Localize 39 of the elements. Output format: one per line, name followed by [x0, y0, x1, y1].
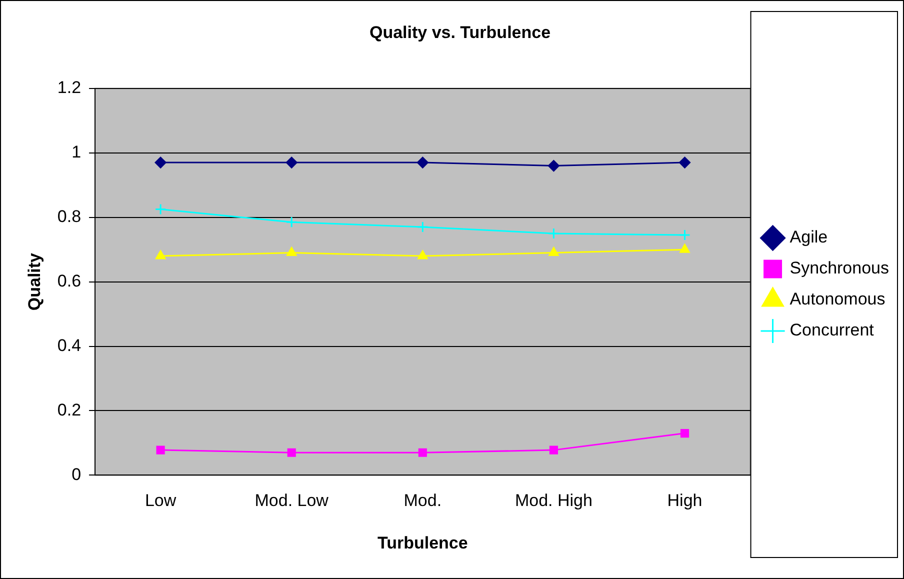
x-tick-label: Mod. Low	[254, 491, 330, 510]
x-tick-label: Mod.	[404, 491, 442, 510]
legend-label: Concurrent	[790, 320, 874, 340]
point	[418, 250, 428, 260]
point	[680, 429, 690, 438]
point	[156, 446, 165, 454]
y-tick-label: 0.6	[57, 271, 82, 290]
chart-title: Quality vs. Turbulence	[369, 22, 551, 42]
legend-label: Agile	[790, 228, 828, 247]
point	[286, 216, 298, 228]
y-tick-label: 1.2	[57, 78, 82, 98]
x-axis-title: Turbulence	[377, 533, 468, 552]
y-tick-label: 0.4	[57, 336, 82, 355]
point	[680, 244, 690, 253]
point	[286, 156, 298, 168]
point	[548, 160, 560, 172]
point	[154, 204, 166, 216]
y-axis-title: Quality	[24, 252, 44, 311]
legend-label: Autonomous	[790, 290, 886, 309]
point	[155, 250, 166, 260]
y-tick-label: 0	[72, 464, 82, 484]
x-tick-label: High	[667, 491, 702, 510]
y-tick-label: 0.8	[57, 207, 82, 226]
point	[548, 247, 559, 256]
x-tick-label: Mod. High	[514, 491, 592, 510]
point	[548, 228, 560, 240]
x-tick-label: Low	[144, 491, 177, 510]
point	[154, 156, 166, 168]
legend-label: Synchronous	[790, 258, 890, 278]
point	[679, 229, 690, 241]
point	[549, 446, 558, 454]
point	[416, 221, 428, 233]
point	[418, 448, 427, 457]
y-tick-label: 0.2	[57, 400, 82, 420]
point	[286, 247, 297, 256]
point	[287, 448, 296, 457]
y-tick-label: 1	[72, 142, 82, 162]
point	[679, 156, 690, 168]
point	[416, 156, 428, 168]
